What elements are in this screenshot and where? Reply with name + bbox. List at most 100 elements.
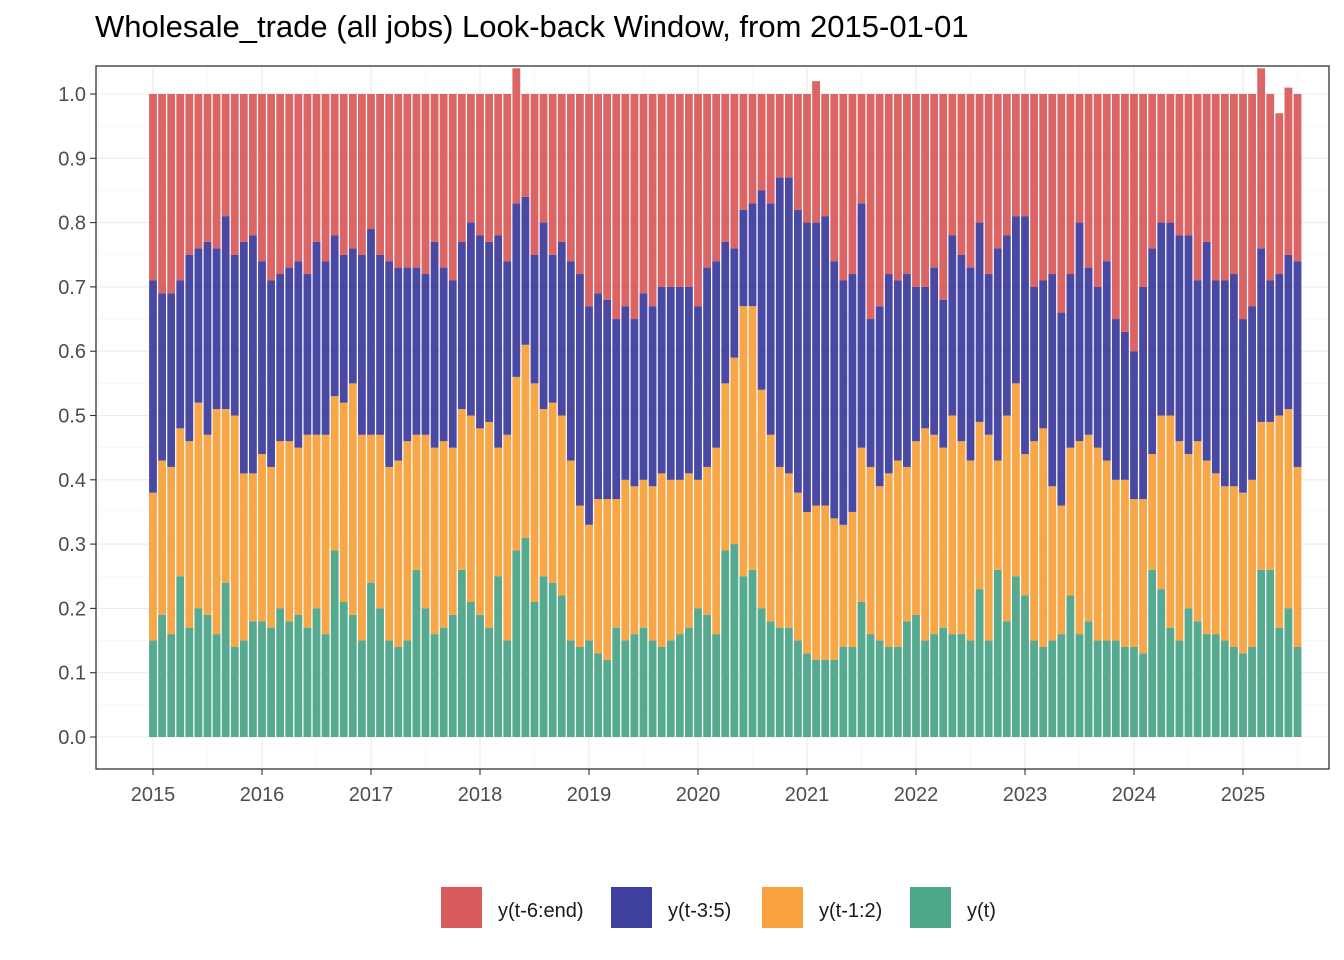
bar-segment bbox=[185, 627, 194, 737]
bar-segment bbox=[975, 589, 984, 737]
bar-segment bbox=[603, 299, 612, 500]
bar-segment bbox=[666, 479, 675, 641]
bar-segment bbox=[821, 505, 830, 660]
bar-segment bbox=[1220, 94, 1229, 281]
bar-segment bbox=[412, 267, 421, 435]
bar-segment bbox=[421, 608, 430, 737]
x-tick-label: 2016 bbox=[240, 784, 285, 806]
bar-segment bbox=[830, 518, 839, 660]
bar-segment bbox=[321, 634, 330, 737]
bar-segment bbox=[839, 94, 848, 281]
bar-segment bbox=[1157, 415, 1166, 590]
legend-key bbox=[910, 887, 951, 928]
bar-segment bbox=[358, 640, 366, 737]
bar-segment bbox=[948, 415, 957, 635]
bar-segment bbox=[948, 94, 957, 236]
bar-segment bbox=[348, 248, 357, 384]
bar-segment bbox=[448, 614, 457, 737]
bar-segment bbox=[285, 267, 294, 442]
bar-segment bbox=[1111, 319, 1120, 480]
bar-segment bbox=[1139, 94, 1147, 287]
bar-segment bbox=[557, 94, 566, 242]
bar-segment bbox=[1093, 640, 1102, 737]
bar-segment bbox=[966, 94, 975, 268]
bar-segment bbox=[267, 627, 275, 737]
bar-segment bbox=[1002, 235, 1011, 416]
bar-segment bbox=[730, 94, 739, 249]
y-tick-label: 0.8 bbox=[58, 213, 86, 235]
bar-segment bbox=[612, 94, 621, 320]
bar-segment bbox=[1021, 454, 1029, 596]
bar-segment bbox=[239, 241, 248, 474]
bar-segment bbox=[521, 344, 530, 538]
bar-segment bbox=[694, 608, 702, 737]
bar-segment bbox=[530, 254, 539, 384]
bar-segment bbox=[703, 466, 711, 615]
bar-segment bbox=[1202, 460, 1211, 635]
bar-segment bbox=[1139, 653, 1147, 737]
bar-segment bbox=[1093, 94, 1102, 287]
bar-segment bbox=[612, 627, 621, 737]
bar-segment bbox=[1030, 94, 1038, 287]
bar-segment bbox=[1193, 280, 1202, 442]
bar-segment bbox=[1266, 280, 1275, 422]
bar-segment bbox=[1284, 254, 1293, 410]
x-tick-label: 2022 bbox=[894, 784, 939, 806]
bar-segment bbox=[512, 550, 521, 737]
bar-segment bbox=[412, 434, 421, 570]
bar-segment bbox=[784, 473, 793, 628]
bar-segment bbox=[194, 248, 203, 403]
bar-segment bbox=[930, 94, 939, 268]
plot-border bbox=[95, 65, 1330, 770]
bar-segment bbox=[912, 614, 920, 737]
bar-segment bbox=[512, 68, 521, 204]
bar-segment bbox=[421, 434, 430, 609]
bar-segment bbox=[984, 94, 993, 275]
bar-segment bbox=[566, 460, 575, 641]
bar-segment bbox=[494, 94, 503, 236]
bar-segment bbox=[1293, 466, 1302, 647]
y-tick-label: 0.3 bbox=[58, 534, 86, 556]
bar-segment bbox=[348, 383, 357, 615]
bar-segment bbox=[993, 94, 1002, 249]
bar-segment bbox=[1039, 94, 1048, 281]
bar-segment bbox=[1257, 68, 1266, 249]
x-tick-label: 2024 bbox=[1112, 784, 1157, 806]
bar-segment bbox=[812, 81, 820, 223]
bar-segment bbox=[1211, 473, 1220, 635]
bar-segment bbox=[385, 640, 394, 737]
bar-segment bbox=[448, 447, 457, 615]
bar-segment bbox=[548, 402, 557, 583]
bar-segment bbox=[884, 94, 893, 275]
bar-segment bbox=[639, 479, 648, 628]
bar-segment bbox=[530, 601, 539, 737]
bar-segment bbox=[258, 94, 266, 262]
x-tick-label: 2019 bbox=[567, 784, 612, 806]
bar-segment bbox=[367, 229, 375, 435]
y-tick-label: 0.5 bbox=[58, 406, 86, 428]
bar-segment bbox=[221, 582, 230, 737]
bar-segment bbox=[367, 434, 375, 583]
bar-segment bbox=[1021, 595, 1029, 737]
bar-segment bbox=[285, 621, 294, 737]
bar-segment bbox=[648, 306, 657, 487]
bar-segment bbox=[903, 94, 911, 275]
bar-segment bbox=[912, 94, 920, 287]
bar-segment bbox=[993, 460, 1002, 570]
bar-segment bbox=[203, 614, 212, 737]
bar-segment bbox=[1148, 94, 1157, 249]
bar-segment bbox=[557, 595, 566, 737]
x-tick-label: 2025 bbox=[1221, 784, 1266, 806]
bar-segment bbox=[1257, 421, 1266, 570]
bar-segment bbox=[548, 94, 557, 255]
bar-segment bbox=[1148, 569, 1157, 737]
y-tick-label: 0.6 bbox=[58, 341, 86, 363]
bar-segment bbox=[149, 94, 157, 281]
bar-segment bbox=[812, 659, 820, 737]
bar-segment bbox=[666, 640, 675, 737]
bar-segment bbox=[1057, 312, 1066, 506]
bar-segment bbox=[1184, 454, 1193, 609]
bar-segment bbox=[1248, 479, 1256, 647]
bar-segment bbox=[630, 634, 639, 737]
bar-segment bbox=[330, 94, 339, 236]
